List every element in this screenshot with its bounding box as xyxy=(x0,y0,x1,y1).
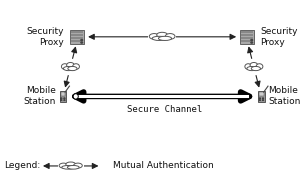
FancyBboxPatch shape xyxy=(240,30,254,44)
Ellipse shape xyxy=(66,162,75,167)
FancyBboxPatch shape xyxy=(241,34,253,36)
Circle shape xyxy=(251,39,253,41)
Circle shape xyxy=(251,42,253,43)
Bar xyxy=(58,162,83,170)
Bar xyxy=(244,63,264,71)
Ellipse shape xyxy=(67,165,79,169)
Text: Secure Channel: Secure Channel xyxy=(127,105,202,114)
Circle shape xyxy=(81,42,83,43)
Ellipse shape xyxy=(152,36,166,40)
Text: Security
Proxy: Security Proxy xyxy=(27,27,64,47)
Text: Mutual Authentication: Mutual Authentication xyxy=(113,161,214,171)
Ellipse shape xyxy=(165,33,175,39)
FancyBboxPatch shape xyxy=(60,92,65,96)
FancyBboxPatch shape xyxy=(60,91,66,102)
Ellipse shape xyxy=(73,94,78,99)
FancyBboxPatch shape xyxy=(70,30,84,44)
Ellipse shape xyxy=(63,66,73,71)
Ellipse shape xyxy=(245,64,252,69)
FancyBboxPatch shape xyxy=(241,37,253,39)
Bar xyxy=(60,63,80,71)
Ellipse shape xyxy=(157,32,168,37)
Circle shape xyxy=(61,98,62,99)
Ellipse shape xyxy=(67,62,74,68)
FancyBboxPatch shape xyxy=(241,40,253,42)
Ellipse shape xyxy=(256,64,263,69)
FancyBboxPatch shape xyxy=(71,34,83,36)
Ellipse shape xyxy=(250,62,258,68)
Ellipse shape xyxy=(73,64,79,69)
FancyBboxPatch shape xyxy=(241,30,255,45)
FancyBboxPatch shape xyxy=(258,91,265,102)
FancyBboxPatch shape xyxy=(71,31,83,33)
Ellipse shape xyxy=(74,163,82,168)
Ellipse shape xyxy=(149,33,159,39)
FancyBboxPatch shape xyxy=(259,92,264,96)
Ellipse shape xyxy=(158,36,172,40)
FancyBboxPatch shape xyxy=(71,30,85,45)
FancyBboxPatch shape xyxy=(71,37,83,39)
Text: Security
Proxy: Security Proxy xyxy=(260,27,298,47)
Text: Mobile
Station: Mobile Station xyxy=(269,86,301,106)
Circle shape xyxy=(259,98,260,99)
Ellipse shape xyxy=(68,66,77,71)
Text: Mobile
Station: Mobile Station xyxy=(23,86,56,106)
Ellipse shape xyxy=(59,163,68,168)
FancyBboxPatch shape xyxy=(71,40,83,42)
Bar xyxy=(148,32,176,41)
Circle shape xyxy=(64,98,65,99)
Text: Legend:: Legend: xyxy=(4,161,40,171)
Ellipse shape xyxy=(251,66,261,71)
Circle shape xyxy=(81,39,83,41)
Ellipse shape xyxy=(61,64,68,69)
Ellipse shape xyxy=(247,66,257,71)
Ellipse shape xyxy=(62,165,75,169)
FancyBboxPatch shape xyxy=(241,31,253,33)
